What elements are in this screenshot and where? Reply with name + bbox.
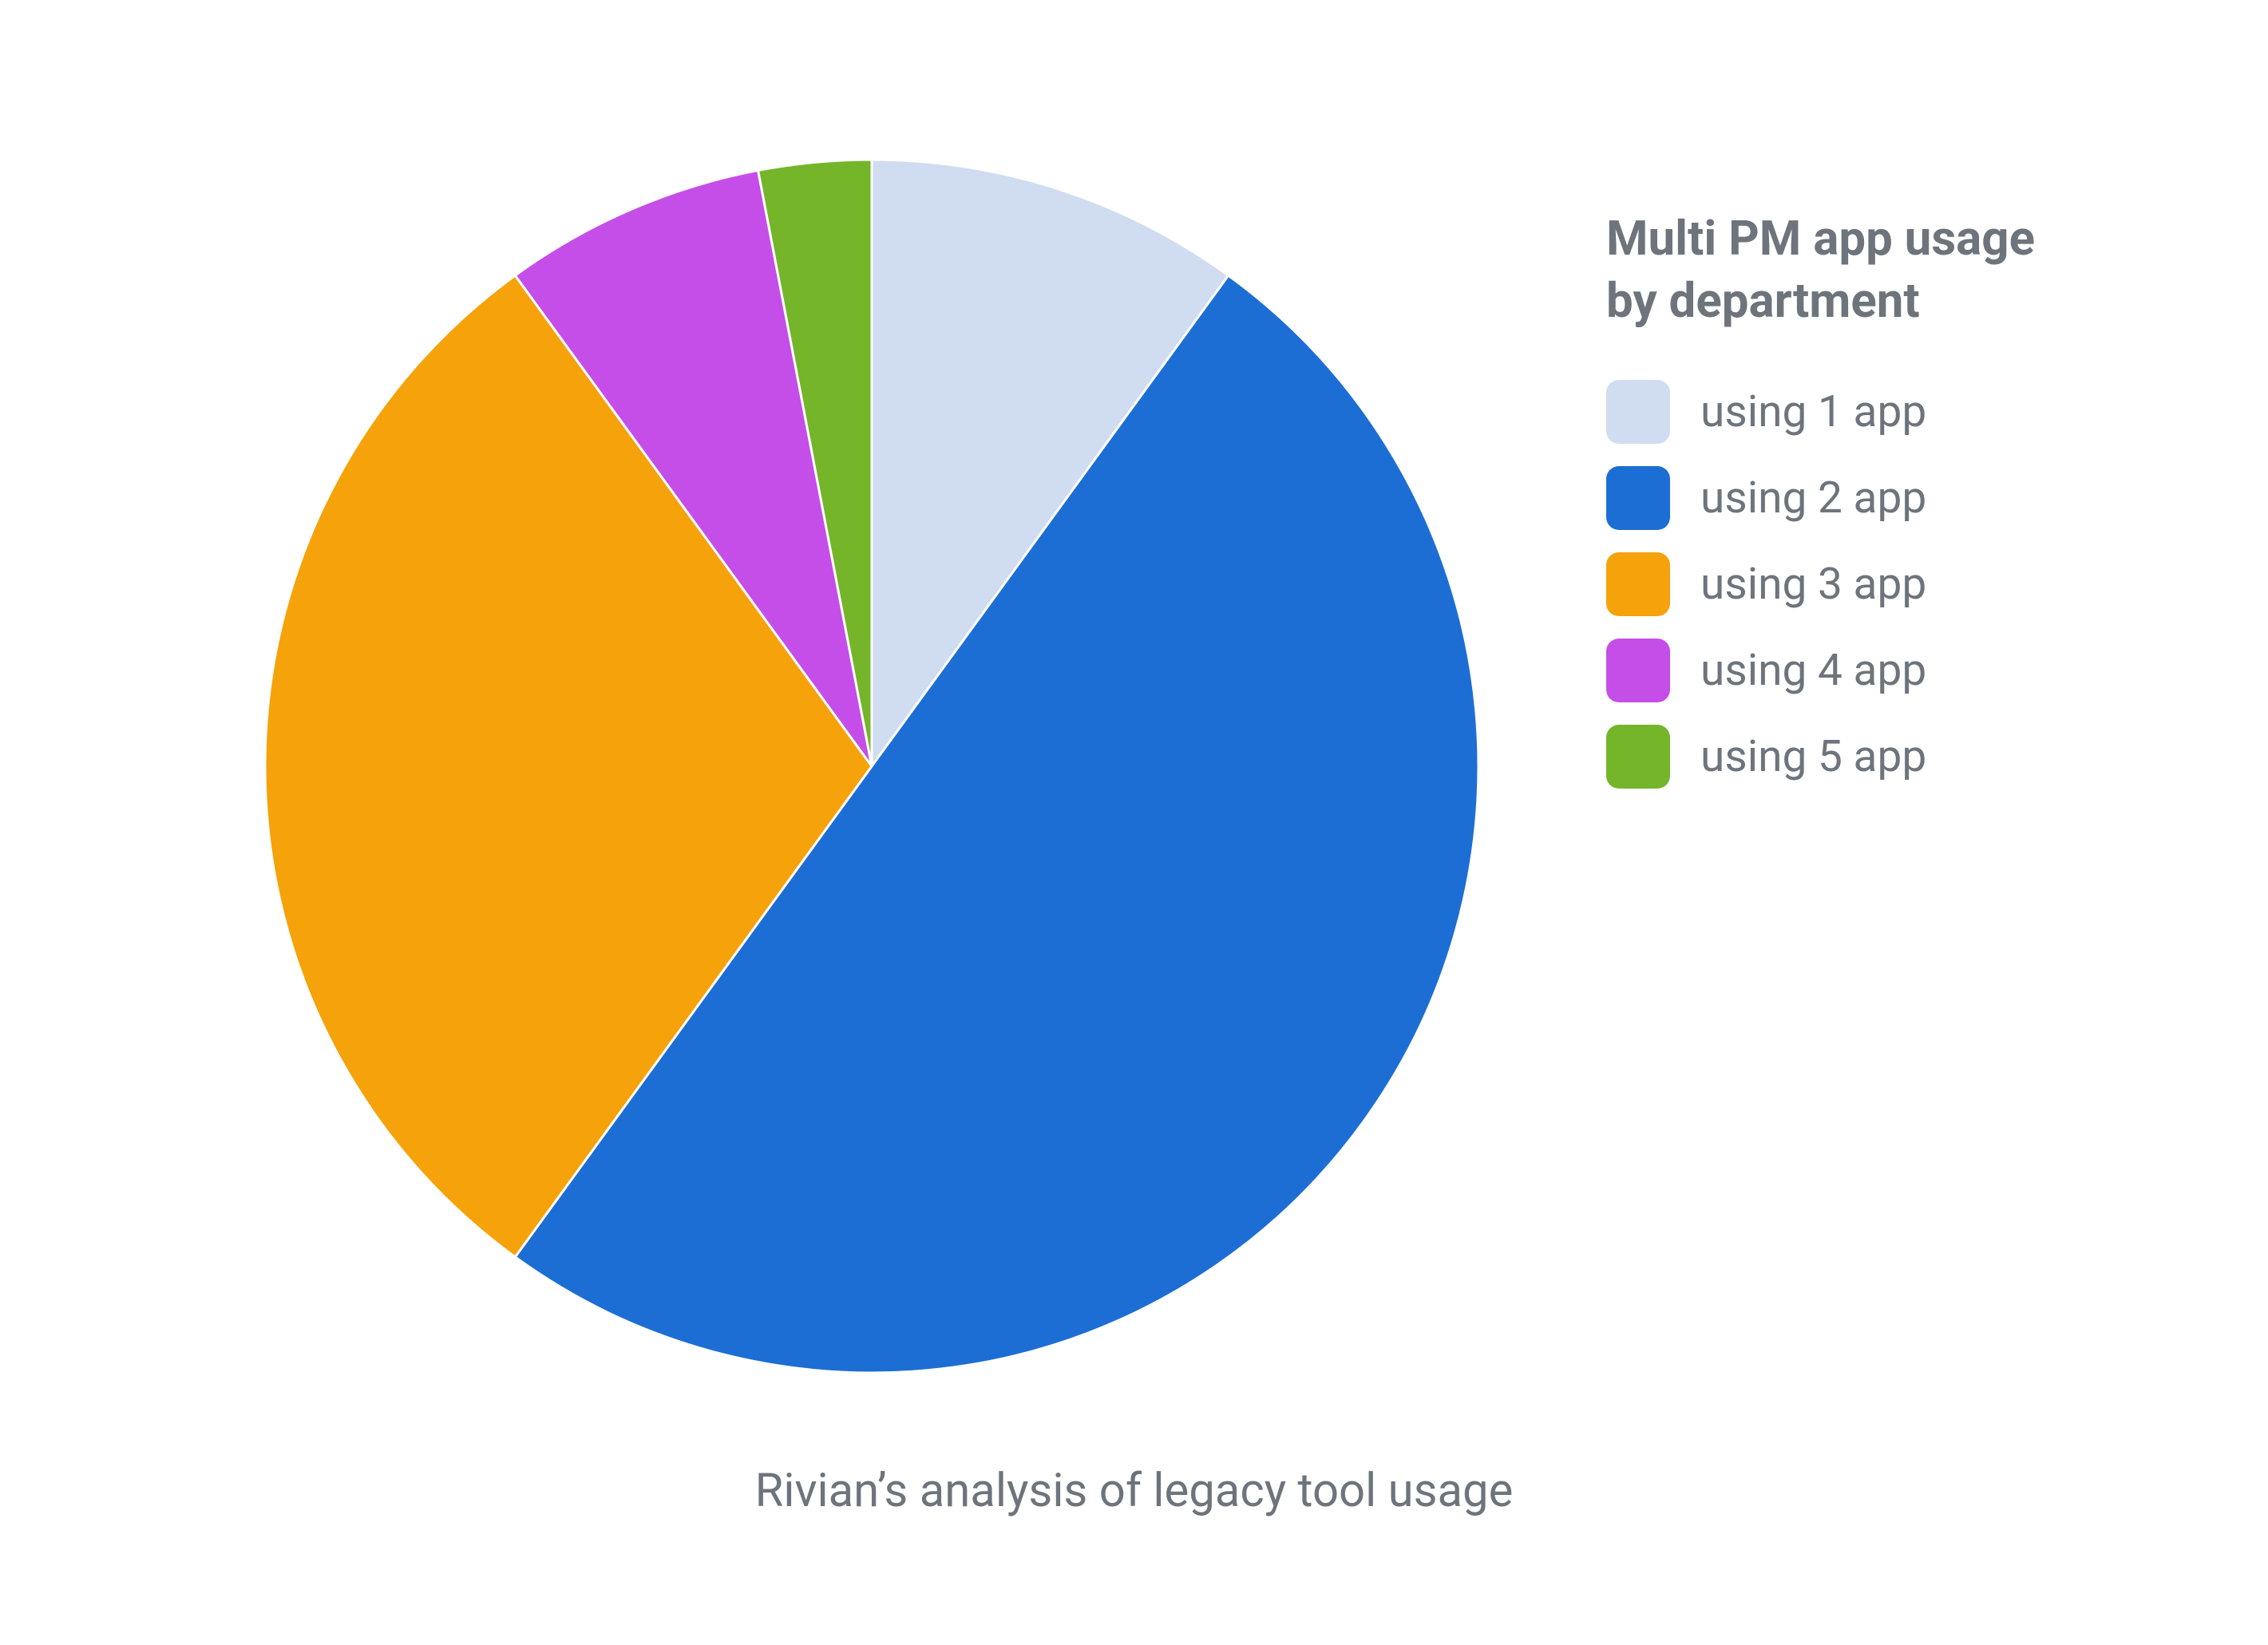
legend-swatch: [1606, 639, 1670, 702]
legend-label: using 2 app: [1700, 473, 1926, 524]
legend-title: Multi PM app usage by department: [1606, 208, 2035, 332]
chart-row: Multi PM app usage by department using 1…: [233, 128, 2035, 1408]
legend-item: using 4 app: [1606, 639, 2035, 702]
pie-svg: [233, 128, 1510, 1405]
legend-item: using 2 app: [1606, 466, 2035, 530]
legend-swatch: [1606, 380, 1670, 444]
legend-label: using 5 app: [1700, 731, 1926, 782]
legend-label: using 3 app: [1700, 559, 1926, 610]
pie-chart: [233, 128, 1510, 1408]
legend-item: using 5 app: [1606, 725, 2035, 789]
legend-swatch: [1606, 552, 1670, 616]
legend-label: using 1 app: [1700, 386, 1926, 437]
legend-item: using 3 app: [1606, 552, 2035, 616]
legend-label: using 4 app: [1700, 645, 1926, 696]
caption: Rivian’s analysis of legacy tool usage: [755, 1464, 1514, 1518]
legend-swatch: [1606, 725, 1670, 789]
legend: Multi PM app usage by department using 1…: [1606, 128, 2035, 811]
legend-title-line1: Multi PM app usage: [1606, 208, 2035, 270]
legend-items: using 1 app using 2 app using 3 app using 4…: [1606, 380, 2035, 789]
legend-title-line2: by department: [1606, 270, 2035, 332]
legend-item: using 1 app: [1606, 380, 2035, 444]
legend-swatch: [1606, 466, 1670, 530]
chart-container: Multi PM app usage by department using 1…: [233, 128, 2035, 1518]
